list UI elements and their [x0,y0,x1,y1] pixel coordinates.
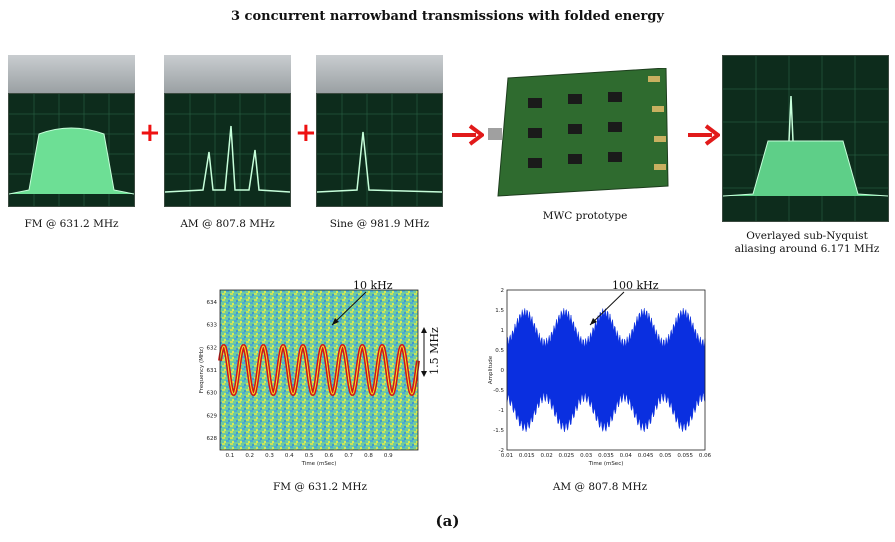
spectrogram-ytick: 629 [207,413,218,419]
am-xtick: 0.055 [677,453,693,459]
spectrogram-xtick: 0.9 [384,453,393,459]
spectrogram-caption: FM @ 631.2 MHz [272,481,368,493]
sine-caption: Sine @ 981.9 MHz [329,218,430,230]
spectrogram-ytick: 633 [207,323,218,329]
spectrogram-xtick: 0.4 [285,453,294,459]
am-ytick: -2 [499,448,504,454]
plus-icon-1: + [139,118,161,148]
spectrogram-annotation-span: 1.5 MHz [428,327,441,375]
am-ytick: -0.5 [493,388,504,394]
spectrogram-xlabel: Time (mSec) [301,461,337,467]
spectrogram-xtick: 0.2 [245,453,254,459]
sine-photo [316,55,443,207]
am-ytick: 1 [501,328,505,334]
am-time-caption: AM @ 807.8 MHz [552,481,648,493]
spectrogram-xtick: 0.3 [265,453,274,459]
spectrogram-xtick: 0.6 [325,453,334,459]
am-xtick: 0.06 [699,453,712,459]
spectrogram-annotation-freq: 10 kHz [353,279,393,292]
spectrogram-xtick: 0.5 [305,453,314,459]
spectrogram-ytick: 632 [207,345,218,351]
am-photo [164,55,291,207]
am-xtick: 0.035 [598,453,614,459]
spectrogram-xtick: 0.8 [364,453,373,459]
am-xtick: 0.015 [519,453,535,459]
overlay-caption-line2: aliasing around 6.171 MHz [734,243,880,255]
am-ytick: 2 [501,288,505,294]
am-ytick: -1.5 [493,428,504,434]
am-xtick: 0.03 [580,453,593,459]
fm-spectrogram: 634 633 632 631 630 629 628 0.1 0.2 0.3 0.4 0.5 0.6… [199,279,441,467]
spectrogram-ytick: 634 [207,300,218,306]
fm-photo [8,55,135,207]
spectrogram-xtick: 0.1 [226,453,235,459]
overlay-caption-line1: Overlayed sub-Nyquist [746,230,868,242]
arrow-icon-1 [452,124,484,146]
am-ylabel: Amplitude [488,355,494,384]
figure-title: 3 concurrent narrowband transmissions wi… [230,9,664,24]
overlay-scope-photo [722,55,889,222]
am-xtick: 0.01 [501,453,513,459]
am-time-plot: 2 1.5 1 0.5 0 -0.5 -1 -1.5 -2 0.01 0.015 0.02 0.025… [488,279,712,467]
am-xtick: 0.05 [659,453,672,459]
plus-icon-2: + [295,118,317,148]
figure-label: (a) [435,512,460,530]
am-caption: AM @ 807.8 MHz [180,218,275,230]
spectrogram-ytick: 628 [207,436,218,442]
mwc-caption: MWC prototype [542,210,628,222]
am-xlabel: Time (mSec) [588,461,624,467]
arrow-icon-2 [688,124,720,146]
mwc-board-photo [488,67,676,198]
am-ytick: 1.5 [495,308,504,314]
am-annotation-freq: 100 kHz [612,279,659,292]
am-xtick: 0.04 [620,453,633,459]
am-xtick: 0.045 [638,453,654,459]
spectrogram-ytick: 630 [207,391,218,397]
am-ytick: 0 [501,368,505,374]
spectrogram-xtick: 0.7 [344,453,353,459]
am-ytick: 0.5 [495,348,504,354]
spectrogram-ytick: 631 [207,368,218,374]
am-ytick: -1 [499,408,504,414]
spectrogram-ylabel: Frequency (MHz) [199,347,205,393]
am-xtick: 0.025 [559,453,575,459]
am-xtick: 0.02 [540,453,552,459]
fm-caption: FM @ 631.2 MHz [24,218,119,230]
